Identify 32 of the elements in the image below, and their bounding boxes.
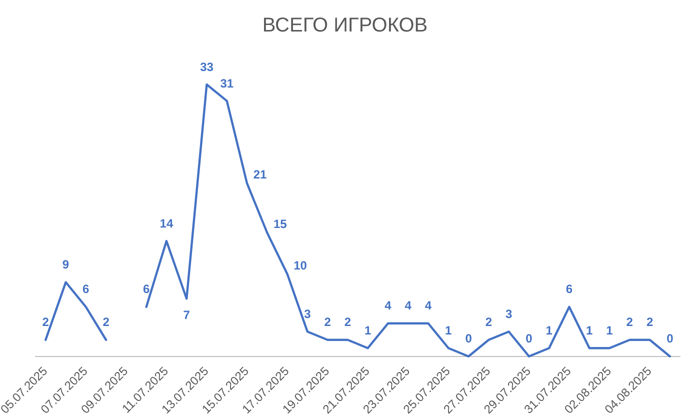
- data-label: 2: [102, 315, 110, 330]
- chart-title: ВСЕГО ИГРОКОВ: [262, 14, 428, 37]
- data-label: 0: [666, 332, 674, 346]
- data-label: 10: [294, 258, 308, 272]
- data-label: 4: [404, 298, 412, 313]
- data-label: 2: [324, 315, 332, 330]
- data-label: 21: [253, 168, 268, 182]
- data-label: 2: [626, 315, 634, 330]
- data-label: 7: [183, 308, 190, 322]
- data-label: 6: [82, 282, 90, 296]
- data-label: 6: [566, 282, 573, 296]
- data-label: 15: [273, 217, 288, 232]
- data-label: 1: [445, 323, 452, 338]
- data-label: 1: [364, 323, 372, 338]
- data-label: 2: [646, 315, 654, 330]
- data-label: 1: [606, 323, 614, 338]
- data-label: 0: [465, 332, 472, 346]
- data-label: 2: [485, 315, 492, 330]
- data-label: 1: [586, 323, 594, 338]
- data-label: 31: [220, 76, 234, 90]
- data-label: 0: [526, 332, 533, 346]
- data-label: 2: [344, 315, 352, 330]
- data-label: 33: [200, 60, 214, 74]
- data-label: 3: [505, 306, 512, 321]
- data-label: 9: [62, 258, 70, 272]
- data-label: 14: [160, 216, 174, 230]
- data-label: 4: [384, 298, 392, 313]
- data-label: 1: [546, 323, 553, 338]
- data-label: 4: [424, 298, 432, 313]
- data-label: 6: [142, 282, 150, 296]
- data-label: 2: [42, 315, 50, 330]
- data-label: 3: [304, 306, 312, 321]
